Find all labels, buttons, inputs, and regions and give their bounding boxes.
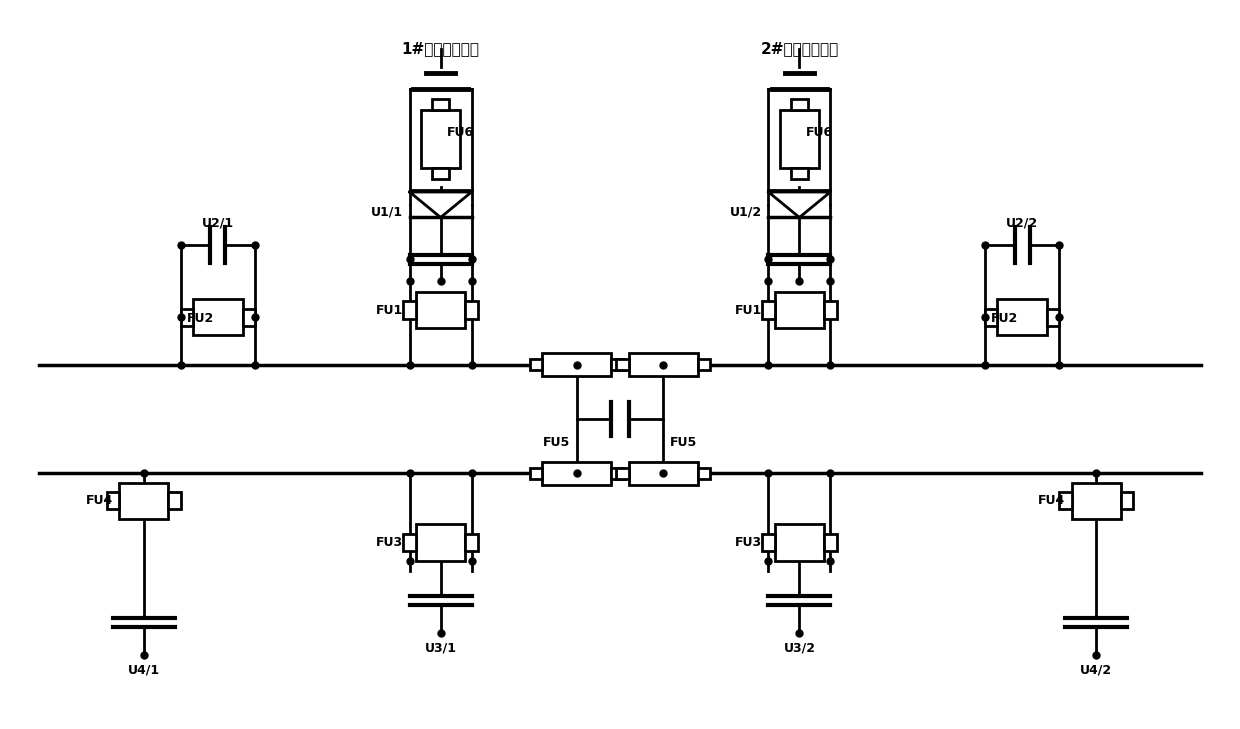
Bar (542, 353, 611, 376)
Text: U4/2: U4/2 (1080, 663, 1112, 676)
Bar (193, 299, 243, 335)
Text: U2/2: U2/2 (1006, 217, 1038, 230)
Bar (432, 168, 449, 179)
Text: FU4: FU4 (1038, 494, 1065, 507)
Polygon shape (769, 192, 831, 217)
Bar (432, 99, 449, 110)
Text: FU5: FU5 (543, 436, 570, 449)
Text: FU1: FU1 (376, 303, 403, 316)
Bar (243, 308, 255, 326)
Bar (1121, 492, 1133, 510)
Bar (616, 468, 629, 478)
Text: FU6: FU6 (806, 125, 833, 139)
Bar (119, 483, 169, 519)
Bar (629, 353, 698, 376)
Bar (616, 359, 629, 370)
Bar (403, 301, 415, 319)
Text: 1#动力锂电池组: 1#动力锂电池组 (402, 41, 480, 56)
Bar (611, 359, 624, 370)
Text: FU3: FU3 (377, 536, 403, 549)
Bar (791, 168, 808, 179)
Bar (698, 468, 711, 478)
Bar (529, 468, 542, 478)
Bar (403, 534, 415, 551)
Bar (169, 492, 181, 510)
Bar (985, 308, 997, 326)
Bar (529, 359, 542, 370)
Bar (825, 301, 837, 319)
Text: U3/2: U3/2 (784, 642, 816, 654)
Bar (542, 461, 611, 485)
Bar (1059, 492, 1071, 510)
Text: U1/2: U1/2 (730, 206, 763, 219)
Text: U1/1: U1/1 (371, 206, 403, 219)
Bar (763, 301, 775, 319)
Bar (181, 308, 193, 326)
Text: FU2: FU2 (991, 311, 1018, 324)
Bar (465, 534, 477, 551)
Bar (415, 524, 465, 561)
Bar (780, 110, 820, 168)
Text: 2#动力锂电池组: 2#动力锂电池组 (760, 41, 838, 56)
Bar (629, 461, 698, 485)
Text: FU1: FU1 (735, 303, 763, 316)
Text: U2/1: U2/1 (202, 217, 234, 230)
Bar (825, 534, 837, 551)
Bar (107, 492, 119, 510)
Polygon shape (409, 192, 471, 217)
Text: FU5: FU5 (670, 436, 697, 449)
Text: U3/1: U3/1 (424, 642, 456, 654)
Bar (775, 524, 825, 561)
Text: FU6: FU6 (446, 125, 474, 139)
Text: U4/1: U4/1 (128, 663, 160, 676)
Bar (698, 359, 711, 370)
Bar (997, 299, 1047, 335)
Bar (791, 99, 808, 110)
Bar (420, 110, 460, 168)
Bar (1071, 483, 1121, 519)
Text: FU4: FU4 (86, 494, 113, 507)
Bar (611, 468, 624, 478)
Bar (1047, 308, 1059, 326)
Text: FU2: FU2 (187, 311, 215, 324)
Bar (465, 301, 477, 319)
Bar (763, 534, 775, 551)
Text: FU3: FU3 (735, 536, 763, 549)
Bar (775, 292, 825, 328)
Bar (415, 292, 465, 328)
